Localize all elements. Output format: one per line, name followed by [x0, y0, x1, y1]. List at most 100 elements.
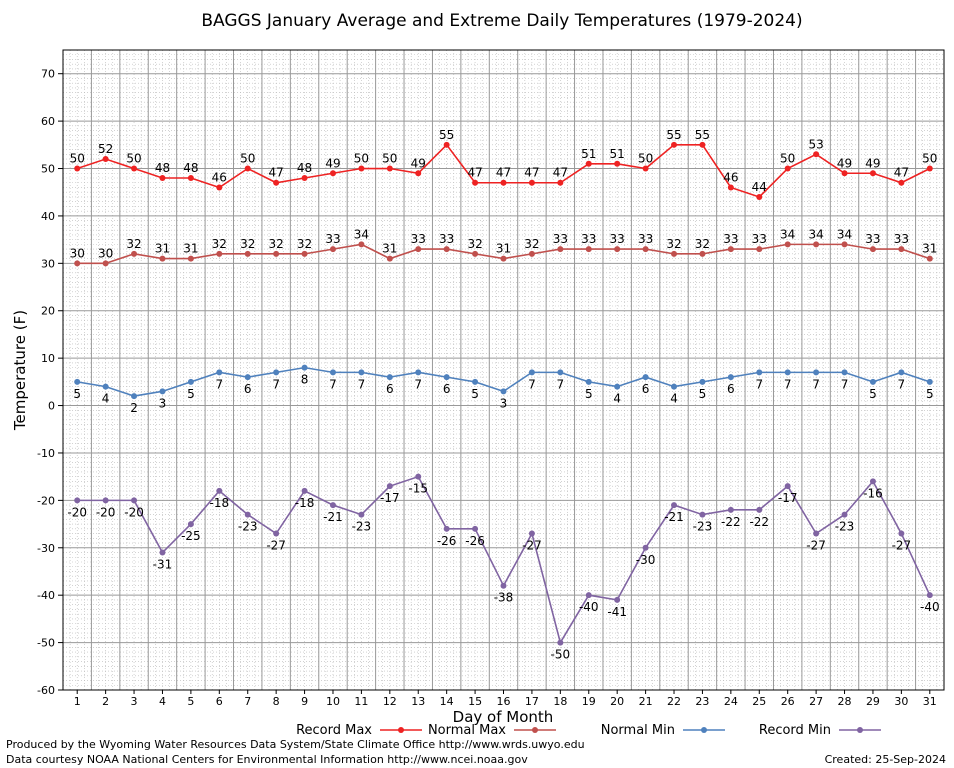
y-axis-label: Temperature (F) [11, 310, 29, 431]
data-label: -21 [323, 510, 343, 524]
x-tick-label: 2 [102, 695, 109, 708]
data-label: 5 [869, 387, 877, 401]
data-point [813, 530, 820, 537]
data-point [557, 639, 564, 646]
x-tick-label: 20 [610, 695, 624, 708]
data-label: -38 [494, 591, 514, 605]
data-label: 49 [325, 156, 340, 170]
data-point [131, 250, 138, 257]
data-point [813, 369, 820, 376]
x-tick-label: 8 [273, 695, 280, 708]
data-point [244, 250, 251, 257]
data-label: 34 [837, 227, 852, 241]
data-label: -17 [778, 491, 798, 505]
data-label: 47 [553, 166, 568, 180]
data-label: 7 [898, 377, 906, 391]
data-point [642, 544, 649, 551]
data-label: 4 [613, 392, 621, 406]
data-label: 6 [642, 382, 650, 396]
data-label: 3 [500, 396, 508, 410]
x-tick-label: 18 [553, 695, 567, 708]
data-label: 31 [496, 242, 511, 256]
data-label: 33 [723, 232, 738, 246]
data-point [415, 246, 422, 253]
data-label: 5 [699, 387, 707, 401]
legend-label: Record Max [296, 723, 372, 738]
data-label: 31 [155, 242, 170, 256]
data-point [841, 170, 848, 177]
data-label: -23 [835, 520, 855, 534]
data-label: 30 [70, 246, 85, 260]
y-tick-label: -20 [37, 494, 55, 507]
series-record-min: -20 -20 -20-31-25-18-23-27-18-21-23-17-15-… [67, 473, 940, 662]
data-label: 32 [212, 237, 227, 251]
y-axis: -60 -50 -40 -30 -20 -10 0 10 20 30 40 50 60 70 [37, 68, 63, 697]
data-label: 33 [581, 232, 596, 246]
data-label: 55 [666, 128, 681, 142]
data-point [159, 388, 166, 395]
x-tick-label: 21 [639, 695, 653, 708]
data-point [642, 374, 649, 381]
data-label: 33 [439, 232, 454, 246]
data-label: 6 [386, 382, 394, 396]
x-tick-label: 6 [216, 695, 223, 708]
data-point [784, 165, 791, 172]
data-label: 50 [382, 152, 397, 166]
x-tick-label: 26 [781, 695, 795, 708]
data-point [187, 255, 194, 262]
data-point [869, 478, 876, 485]
legend-item: Record Min [759, 723, 881, 738]
data-label: 49 [411, 156, 426, 170]
data-point [358, 511, 365, 518]
data-label: 31 [922, 242, 937, 256]
data-point [841, 511, 848, 518]
data-point [727, 246, 734, 253]
data-point [187, 175, 194, 181]
series-record-max: 50 52 50 48 48 46 50 47 48 49 50 50 49 55 47 47 47 47 51 51… [70, 128, 937, 200]
data-label: 7 [557, 377, 565, 391]
data-point [813, 151, 820, 158]
legend-item: Normal Min [601, 723, 725, 738]
data-label: -20 [96, 505, 116, 519]
data-point [926, 255, 933, 262]
data-point [244, 165, 251, 172]
data-point [784, 241, 791, 248]
data-point [841, 369, 848, 376]
data-point [216, 487, 223, 494]
data-point [131, 497, 138, 504]
legend-label: Record Min [759, 723, 831, 738]
data-point [386, 255, 393, 262]
data-label: 33 [752, 232, 767, 246]
data-point [329, 170, 336, 177]
data-label: 48 [155, 161, 170, 175]
data-label: 32 [695, 237, 710, 251]
data-label: 55 [695, 128, 710, 142]
data-label: 4 [670, 392, 678, 406]
data-label: -26 [465, 534, 485, 548]
data-point [557, 179, 564, 186]
y-tick-label: 70 [41, 68, 55, 81]
data-label: 49 [865, 156, 880, 170]
data-label: -27 [806, 539, 826, 553]
data-point [898, 179, 905, 186]
data-point [671, 141, 678, 148]
data-label: 33 [894, 232, 909, 246]
x-tick-label: 29 [866, 695, 880, 708]
y-tick-label: 20 [41, 305, 55, 318]
data-label: -22 [749, 515, 769, 529]
data-point [500, 255, 507, 262]
data-label: 33 [638, 232, 653, 246]
data-label: 5 [926, 387, 934, 401]
data-label: 7 [784, 377, 792, 391]
footer-courtesy: Data courtesy NOAA National Centers for … [6, 753, 528, 766]
data-point [528, 369, 535, 376]
data-point [102, 260, 109, 267]
data-point [585, 378, 592, 385]
data-point [415, 369, 422, 376]
data-point [557, 246, 564, 253]
data-point [131, 393, 138, 400]
data-point [585, 246, 592, 253]
data-label: 5 [187, 387, 195, 401]
data-label: 34 [808, 227, 823, 241]
